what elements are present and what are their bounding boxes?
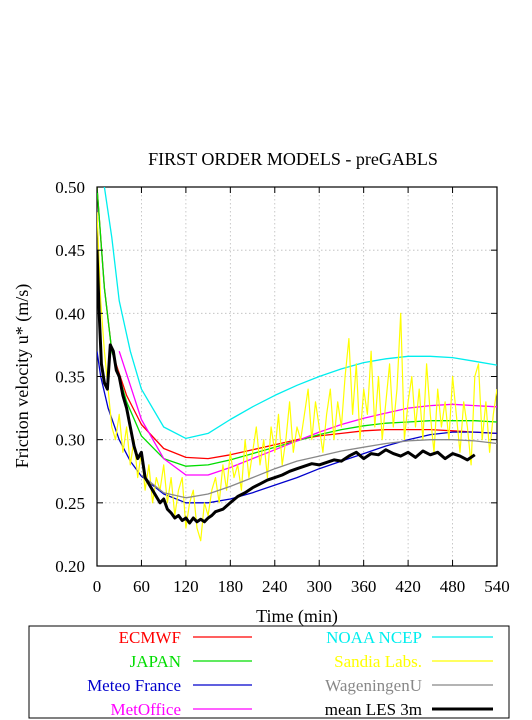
y-tick-label: 0.30	[55, 431, 85, 450]
y-axis-label: Friction velocity u* (m/s)	[12, 284, 33, 468]
x-tick-label: 120	[173, 577, 199, 596]
legend-label-meteo-france: Meteo France	[87, 676, 181, 695]
legend-label-metoffice: MetOffice	[111, 700, 182, 719]
legend-label-japan: JAPAN	[130, 652, 181, 671]
grid	[97, 187, 497, 566]
x-tick-label: 540	[484, 577, 510, 596]
series-line-mean-les-3m	[97, 250, 476, 525]
series-line-sandia-labs	[97, 212, 497, 542]
x-tick-label: 420	[395, 577, 421, 596]
series-line-wageningenu	[140, 439, 497, 499]
y-tick-label: 0.35	[55, 368, 85, 387]
x-tick-label: 180	[218, 577, 244, 596]
y-tick-label: 0.25	[55, 494, 85, 513]
legend: ECMWF JAPAN Meteo France MetOffice NOAA NCEP…	[28, 625, 510, 719]
legend-label-sandia-labs: Sandia Labs.	[334, 652, 422, 671]
y-tick-label: 0.20	[55, 557, 85, 576]
y-tick-label: 0.45	[55, 241, 85, 260]
chart-title: FIRST ORDER MODELS - preGABLS	[148, 149, 438, 169]
x-tick-label: 60	[133, 577, 150, 596]
x-tick-label: 300	[306, 577, 332, 596]
legend-box	[28, 625, 510, 719]
series-line-japan	[97, 187, 497, 467]
series-line-metoffice	[118, 350, 497, 476]
x-tick-label: 240	[262, 577, 288, 596]
legend-label-noaa-ncep: NOAA NCEP	[326, 628, 422, 647]
x-tick-label: 360	[351, 577, 377, 596]
series-layer	[97, 187, 497, 542]
series-line-meteo-france	[97, 351, 497, 504]
tick-layer: 0 60 120 180 240 300 360 420 480 540 0.20 0.25 0.30 0…	[55, 178, 510, 596]
y-tick-label: 0.50	[55, 178, 85, 197]
x-tick-label: 0	[93, 577, 102, 596]
legend-items: ECMWF JAPAN Meteo France MetOffice NOAA NCEP…	[87, 628, 493, 719]
series-line-ecmwf	[97, 187, 497, 460]
x-axis-label: Time (min)	[256, 606, 338, 627]
x-tick-label: 480	[440, 577, 466, 596]
y-tick-label: 0.40	[55, 304, 85, 323]
legend-label-ecmwf: ECMWF	[119, 628, 181, 647]
series-line-noaa-ncep	[103, 187, 497, 440]
legend-label-mean-les-3m: mean LES 3m	[325, 700, 422, 719]
legend-label-wageningenu: WageningenU	[325, 676, 422, 695]
